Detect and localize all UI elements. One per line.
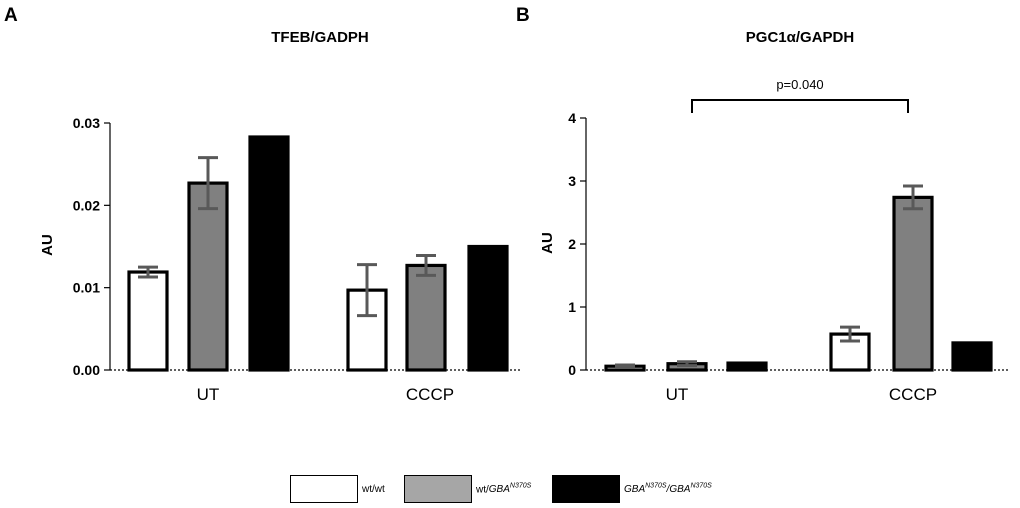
- significance-bracket: [691, 99, 909, 113]
- legend-item-wt-wt: wt/wt: [290, 474, 385, 504]
- legend-item-wt-gba: wt/GBAN370S: [404, 474, 531, 504]
- y-tick-label-A: 0.01: [73, 280, 100, 296]
- x-tick-label-B-CCCP: CCCP: [889, 385, 937, 404]
- legend-swatch-white: [290, 475, 358, 503]
- legend-item-gba-gba: GBAN370S/GBAN370S: [552, 474, 712, 504]
- chart-title-A: TFEB/GADPH: [271, 29, 369, 46]
- y-tick-label-B: 4: [568, 110, 576, 126]
- panel-label-B: B: [516, 5, 530, 26]
- y-axis-label-B: AU: [539, 232, 556, 254]
- bar-A-UT-1: [187, 181, 229, 372]
- p-value-annotation: p=0.040: [776, 77, 823, 92]
- y-tick-label-A: 0.00: [73, 362, 100, 378]
- legend-swatch-black: [552, 475, 620, 503]
- panel-label-A: A: [4, 5, 18, 26]
- y-tick-label-B: 3: [568, 173, 576, 189]
- legend-label-gba-gba: GBAN370S/GBAN370S: [624, 482, 712, 496]
- y-tick-label-A: 0.02: [73, 197, 100, 213]
- bar-A-CCCP-1: [405, 263, 447, 372]
- y-tick-label-A: 0.03: [73, 115, 100, 131]
- x-tick-label-B-UT: UT: [666, 385, 689, 404]
- figure: A TFEB/GADPH AU 0.00 0.01 0.02 0.03 UT CCCP B PGC1…: [4, 5, 1010, 404]
- x-tick-label-A-UT: UT: [197, 385, 220, 404]
- bar-B-UT-2: [726, 361, 768, 372]
- legend-label-wt-gba: wt/GBAN370S: [476, 482, 532, 496]
- y-tick-label-B: 1: [568, 299, 576, 315]
- bar-A-UT-2: [248, 135, 290, 372]
- bar-A-UT-0: [127, 270, 169, 372]
- bar-A-CCCP-2: [467, 244, 509, 372]
- legend-swatch-gray: [404, 475, 472, 503]
- legend-label-wt-wt: wt/wt: [362, 483, 385, 495]
- x-tick-label-A-CCCP: CCCP: [406, 385, 454, 404]
- y-tick-label-B: 0: [568, 362, 576, 378]
- bar-B-CCCP-2: [951, 341, 993, 372]
- chart-title-B: PGC1α/GAPDH: [746, 29, 854, 46]
- y-tick-label-B: 2: [568, 236, 576, 252]
- y-axis-label-A: AU: [39, 234, 56, 256]
- bar-B-CCCP-1: [892, 195, 934, 372]
